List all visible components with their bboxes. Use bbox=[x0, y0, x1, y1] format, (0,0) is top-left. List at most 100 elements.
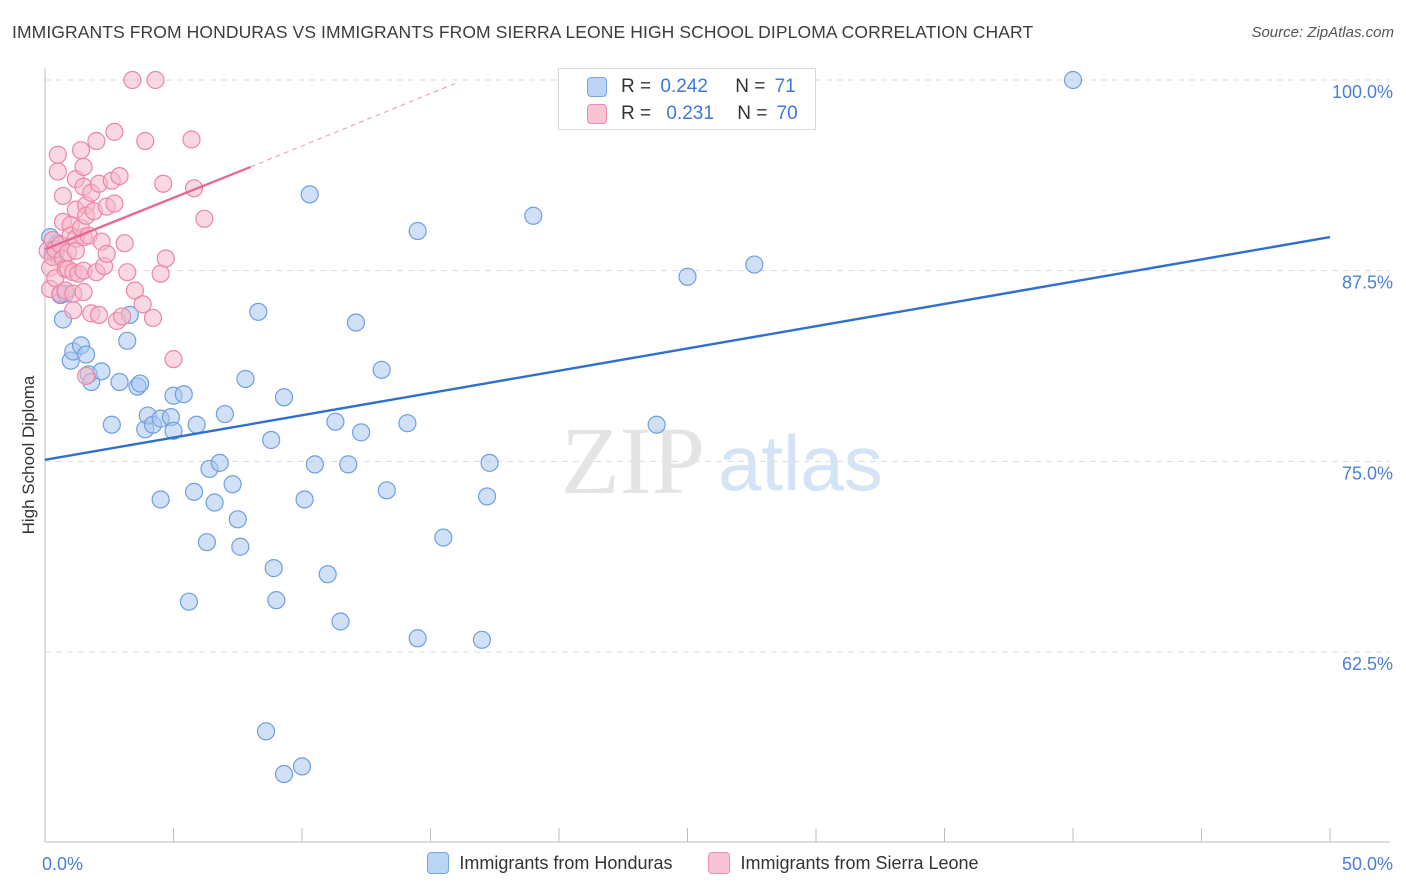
point-honduras bbox=[305, 455, 324, 474]
point-sierra-leone bbox=[74, 282, 93, 302]
y-tick-label: 100.0% bbox=[1332, 82, 1393, 102]
stats-box: R = 0.242 N = 71 R = 0.231 N = 70 bbox=[558, 68, 816, 130]
point-honduras bbox=[1063, 70, 1083, 90]
y-tick-label: 75.0% bbox=[1342, 463, 1393, 483]
point-sierra-leone bbox=[195, 209, 214, 228]
point-honduras bbox=[102, 415, 121, 434]
n-value: 71 bbox=[774, 76, 796, 97]
y-tick-label: 62.5% bbox=[1342, 654, 1393, 674]
trend-extension-sierra-leone bbox=[250, 82, 457, 168]
point-honduras bbox=[339, 455, 358, 474]
point-honduras bbox=[372, 360, 391, 379]
point-honduras bbox=[745, 255, 764, 274]
point-honduras bbox=[174, 385, 193, 404]
point-honduras bbox=[326, 412, 345, 431]
point-honduras bbox=[187, 415, 206, 434]
point-sierra-leone bbox=[64, 301, 83, 320]
point-honduras bbox=[647, 415, 666, 434]
y-tick-label: 87.5% bbox=[1342, 273, 1393, 293]
source-label: Source: ZipAtlas.com bbox=[1251, 24, 1394, 41]
point-honduras bbox=[184, 482, 204, 501]
n-label: N = bbox=[735, 76, 766, 97]
point-sierra-leone bbox=[89, 305, 109, 325]
trend-lines bbox=[44, 82, 1331, 461]
point-honduras bbox=[292, 757, 312, 776]
trend-line-sierra-leone bbox=[44, 165, 252, 251]
point-honduras bbox=[249, 302, 268, 321]
point-sierra-leone bbox=[154, 174, 173, 193]
point-honduras bbox=[346, 313, 366, 332]
sierra-leone-points bbox=[38, 70, 214, 386]
x-tick-label: 0.0% bbox=[42, 854, 83, 874]
trend-line-honduras bbox=[44, 235, 1331, 461]
point-sierra-leone bbox=[125, 281, 145, 300]
point-honduras bbox=[267, 591, 286, 610]
stats-text: R = 0.231 N = 70 bbox=[621, 103, 798, 125]
point-honduras bbox=[274, 388, 294, 407]
point-sierra-leone bbox=[77, 366, 96, 386]
point-sierra-leone bbox=[151, 264, 170, 283]
point-honduras bbox=[408, 221, 427, 241]
point-sierra-leone bbox=[136, 131, 155, 151]
stats-text: R = 0.242 N = 71 bbox=[621, 76, 796, 98]
chart-title: IMMIGRANTS FROM HONDURAS VS IMMIGRANTS F… bbox=[12, 22, 1034, 42]
point-sierra-leone bbox=[97, 244, 116, 263]
point-sierra-leone bbox=[66, 241, 85, 260]
point-honduras bbox=[398, 414, 417, 433]
point-sierra-leone bbox=[105, 194, 124, 213]
point-honduras bbox=[352, 423, 371, 442]
point-honduras bbox=[215, 404, 234, 424]
legend-swatch-pink bbox=[708, 852, 731, 874]
point-honduras bbox=[118, 331, 137, 350]
point-honduras bbox=[264, 559, 283, 578]
point-sierra-leone bbox=[112, 307, 132, 326]
point-honduras bbox=[130, 374, 150, 393]
n-value: 70 bbox=[776, 103, 798, 124]
legend-item-honduras[interactable]: Immigrants from Honduras bbox=[427, 852, 672, 874]
point-honduras bbox=[228, 510, 247, 529]
watermark-atlas: atlas bbox=[718, 419, 883, 507]
stats-swatch-blue bbox=[587, 77, 607, 97]
stats-swatch-pink bbox=[587, 104, 607, 124]
point-sierra-leone bbox=[48, 145, 67, 164]
r-value: 0.242 bbox=[660, 76, 708, 97]
point-honduras bbox=[92, 362, 111, 381]
point-honduras bbox=[164, 421, 183, 440]
point-honduras bbox=[434, 528, 453, 547]
point-honduras bbox=[77, 345, 96, 364]
y-axis-label: High School Diploma bbox=[19, 375, 38, 535]
point-honduras bbox=[205, 493, 224, 512]
point-honduras bbox=[223, 475, 242, 494]
x-tick-label: 50.0% bbox=[1342, 854, 1393, 874]
legend-item-sierra-leone[interactable]: Immigrants from Sierra Leone bbox=[708, 852, 979, 874]
point-honduras bbox=[210, 453, 229, 472]
axes bbox=[44, 68, 1390, 843]
point-sierra-leone bbox=[53, 186, 73, 206]
point-sierra-leone bbox=[115, 234, 134, 253]
point-honduras bbox=[331, 612, 350, 631]
point-sierra-leone bbox=[74, 157, 93, 177]
point-honduras bbox=[231, 537, 250, 556]
watermark-zip: ZIP bbox=[561, 407, 705, 514]
point-honduras bbox=[274, 764, 294, 784]
point-honduras bbox=[678, 267, 697, 286]
point-honduras bbox=[524, 206, 543, 225]
point-honduras bbox=[377, 481, 396, 500]
r-label: R = bbox=[621, 76, 652, 97]
point-honduras bbox=[477, 487, 497, 506]
point-honduras bbox=[472, 630, 491, 649]
point-honduras bbox=[262, 430, 281, 450]
point-sierra-leone bbox=[71, 141, 91, 160]
point-sierra-leone bbox=[105, 122, 124, 141]
point-honduras bbox=[300, 185, 319, 204]
r-label: R = bbox=[621, 103, 652, 124]
point-sierra-leone bbox=[156, 249, 175, 268]
point-sierra-leone bbox=[143, 308, 163, 328]
point-honduras bbox=[236, 369, 255, 389]
point-sierra-leone bbox=[48, 162, 67, 181]
r-value: 0.231 bbox=[666, 103, 714, 124]
point-sierra-leone bbox=[118, 263, 137, 282]
point-honduras bbox=[408, 629, 427, 648]
point-sierra-leone bbox=[123, 70, 142, 90]
